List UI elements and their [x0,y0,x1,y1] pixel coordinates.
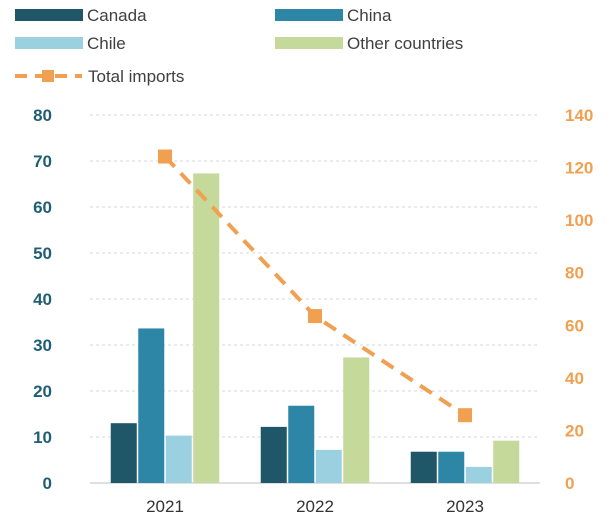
marker-total-imports [158,149,172,164]
y-left-tick-label: 30 [33,336,52,355]
legend-label-other-countries: Other countries [347,34,463,53]
y-left-tick-label: 40 [33,290,52,309]
bar-chile [165,435,192,483]
bar-chile [315,449,342,483]
bar-other-countries [193,173,220,484]
y-left-tick-label: 80 [33,106,52,125]
bar-chile [465,466,492,483]
legend-swatch-chile [15,37,83,49]
marker-total-imports [308,309,322,324]
y-left-tick-label: 20 [33,382,52,401]
bar-canada [110,423,137,483]
bar-canada [410,451,437,483]
marker-total-imports [458,408,472,423]
legend-label-total-imports: Total imports [88,67,184,86]
y-right-tick-label: 120 [565,159,593,178]
legend-swatch-canada [15,9,83,21]
bar-canada [260,426,287,483]
legend-swatch-other-countries [275,37,343,49]
legend-label-canada: Canada [87,6,147,25]
y-right-tick-label: 140 [565,106,593,125]
bar-other-countries [493,440,520,483]
x-tick-label: 2022 [296,497,334,516]
bar-china [138,328,165,483]
y-right-tick-label: 60 [565,316,584,335]
y-right-tick-label: 100 [565,211,593,230]
y-left-tick-label: 60 [33,198,52,217]
legend-marker-total-imports [42,70,54,82]
legend-label-chile: Chile [87,34,126,53]
bar-china [288,405,315,483]
y-left-tick-label: 0 [43,474,52,493]
legend-swatch-china [275,9,343,21]
y-right-tick-label: 80 [565,264,584,283]
y-right-tick-label: 0 [565,474,574,493]
y-left-tick-label: 70 [33,152,52,171]
y-right-tick-label: 20 [565,421,584,440]
y-right-tick-label: 40 [565,369,584,388]
x-tick-label: 2023 [446,497,484,516]
y-left-tick-label: 10 [33,428,52,447]
bar-china [438,451,465,483]
bar-other-countries [343,357,370,483]
x-tick-label: 2021 [146,497,184,516]
legend-label-china: China [347,6,392,25]
y-left-tick-label: 50 [33,244,52,263]
